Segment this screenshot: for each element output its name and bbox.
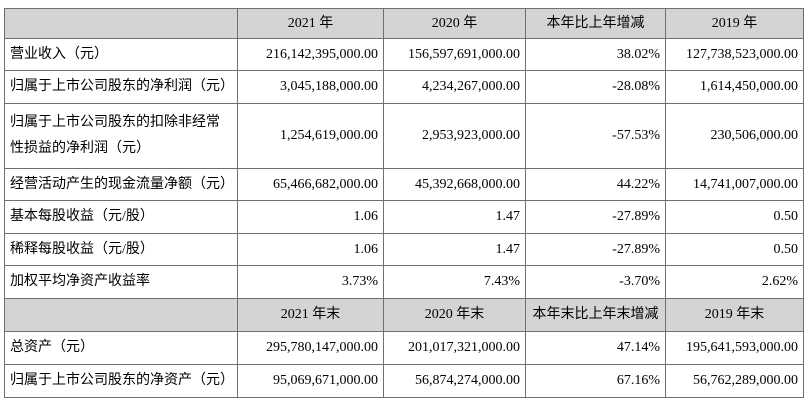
column-header-2019-end: 2019 年末 bbox=[665, 298, 804, 332]
table-header-row-annual: 2021 年 2020 年 本年比上年增减 2019 年 bbox=[4, 8, 804, 39]
value-cell: 1,614,450,000.00 bbox=[665, 70, 804, 104]
row-label-cell: 归属于上市公司股东的扣除非经常性损益的净利润（元） bbox=[4, 103, 238, 169]
row-label-cell: 营业收入（元） bbox=[4, 38, 238, 71]
financial-summary-table: 2021 年 2020 年 本年比上年增减 2019 年 营业收入（元） 216… bbox=[4, 8, 804, 398]
table-row-revenue: 营业收入（元） 216,142,395,000.00 156,597,691,0… bbox=[4, 38, 804, 71]
value-cell: 2,953,923,000.00 bbox=[383, 103, 526, 169]
table-row-net-profit-excl-nonrecurring: 归属于上市公司股东的扣除非经常性损益的净利润（元） 1,254,619,000.… bbox=[4, 103, 804, 169]
value-cell: 230,506,000.00 bbox=[665, 103, 804, 169]
row-label-cell: 基本每股收益（元/股） bbox=[4, 200, 238, 234]
value-cell: 4,234,267,000.00 bbox=[383, 70, 526, 104]
table-row-basic-eps: 基本每股收益（元/股） 1.06 1.47 -27.89% 0.50 bbox=[4, 200, 804, 234]
value-cell: 0.50 bbox=[665, 200, 804, 234]
table-row-net-profit: 归属于上市公司股东的净利润（元） 3,045,188,000.00 4,234,… bbox=[4, 70, 804, 104]
column-header-2021: 2021 年 bbox=[237, 8, 384, 39]
value-cell: 7.43% bbox=[383, 265, 526, 299]
value-cell: 1.47 bbox=[383, 200, 526, 234]
value-cell: 56,762,289,000.00 bbox=[665, 364, 804, 398]
value-cell: 201,017,321,000.00 bbox=[383, 331, 526, 365]
change-cell: 38.02% bbox=[525, 38, 666, 71]
value-cell: 65,466,682,000.00 bbox=[237, 168, 384, 201]
table-row-total-assets: 总资产（元） 295,780,147,000.00 201,017,321,00… bbox=[4, 331, 804, 365]
value-cell: 195,641,593,000.00 bbox=[665, 331, 804, 365]
header-empty-cell bbox=[4, 8, 238, 39]
table-row-diluted-eps: 稀释每股收益（元/股） 1.06 1.47 -27.89% 0.50 bbox=[4, 233, 804, 266]
value-cell: 1,254,619,000.00 bbox=[237, 103, 384, 169]
value-cell: 45,392,668,000.00 bbox=[383, 168, 526, 201]
column-header-yoy-change: 本年比上年增减 bbox=[525, 8, 666, 39]
row-label-cell: 归属于上市公司股东的净资产（元） bbox=[4, 364, 238, 398]
value-cell: 127,738,523,000.00 bbox=[665, 38, 804, 71]
value-cell: 95,069,671,000.00 bbox=[237, 364, 384, 398]
change-cell: 44.22% bbox=[525, 168, 666, 201]
change-cell: -27.89% bbox=[525, 233, 666, 266]
table-row-weighted-avg-roe: 加权平均净资产收益率 3.73% 7.43% -3.70% 2.62% bbox=[4, 265, 804, 299]
change-cell: -57.53% bbox=[525, 103, 666, 169]
table-header-row-year-end: 2021 年末 2020 年末 本年末比上年末增减 2019 年末 bbox=[4, 298, 804, 332]
value-cell: 0.50 bbox=[665, 233, 804, 266]
column-header-year-end-change: 本年末比上年末增减 bbox=[525, 298, 666, 332]
change-cell: 67.16% bbox=[525, 364, 666, 398]
value-cell: 3,045,188,000.00 bbox=[237, 70, 384, 104]
row-label-cell: 总资产（元） bbox=[4, 331, 238, 365]
table-row-net-assets: 归属于上市公司股东的净资产（元） 95,069,671,000.00 56,87… bbox=[4, 364, 804, 398]
value-cell: 1.06 bbox=[237, 200, 384, 234]
value-cell: 1.06 bbox=[237, 233, 384, 266]
change-cell: -27.89% bbox=[525, 200, 666, 234]
row-label-cell: 加权平均净资产收益率 bbox=[4, 265, 238, 299]
column-header-2020: 2020 年 bbox=[383, 8, 526, 39]
column-header-2021-end: 2021 年末 bbox=[237, 298, 384, 332]
value-cell: 56,874,274,000.00 bbox=[383, 364, 526, 398]
value-cell: 156,597,691,000.00 bbox=[383, 38, 526, 71]
change-cell: -28.08% bbox=[525, 70, 666, 104]
change-cell: -3.70% bbox=[525, 265, 666, 299]
value-cell: 3.73% bbox=[237, 265, 384, 299]
header-empty-cell bbox=[4, 298, 238, 332]
change-cell: 47.14% bbox=[525, 331, 666, 365]
row-label-cell: 经营活动产生的现金流量净额（元） bbox=[4, 168, 238, 201]
column-header-2020-end: 2020 年末 bbox=[383, 298, 526, 332]
value-cell: 216,142,395,000.00 bbox=[237, 38, 384, 71]
value-cell: 295,780,147,000.00 bbox=[237, 331, 384, 365]
value-cell: 14,741,007,000.00 bbox=[665, 168, 804, 201]
table-row-operating-cash-flow: 经营活动产生的现金流量净额（元） 65,466,682,000.00 45,39… bbox=[4, 168, 804, 201]
value-cell: 1.47 bbox=[383, 233, 526, 266]
value-cell: 2.62% bbox=[665, 265, 804, 299]
column-header-2019: 2019 年 bbox=[665, 8, 804, 39]
row-label-cell: 稀释每股收益（元/股） bbox=[4, 233, 238, 266]
row-label-cell: 归属于上市公司股东的净利润（元） bbox=[4, 70, 238, 104]
